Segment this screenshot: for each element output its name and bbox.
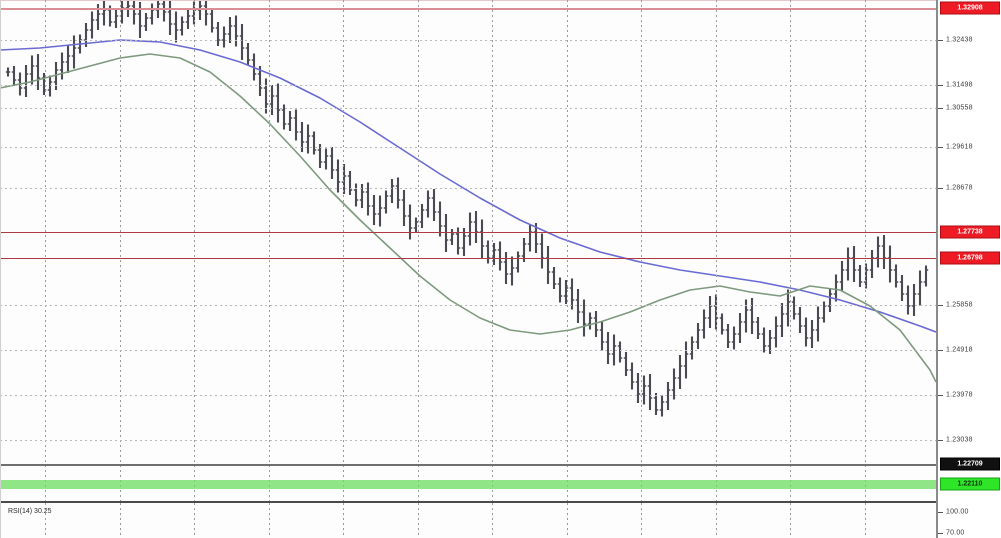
moving-average-slow — [0, 39, 936, 333]
vertical-gridline — [45, 503, 46, 538]
vertical-gridline — [492, 0, 493, 502]
price-chart-panel[interactable] — [0, 0, 936, 502]
axis-tick — [938, 108, 943, 109]
axis-tick — [938, 512, 943, 513]
price-badge-black[interactable]: 1.22709 — [940, 457, 1000, 471]
left-border — [0, 0, 1, 538]
bid-highlight-line — [0, 480, 936, 489]
horizontal-gridline — [0, 85, 936, 86]
price-axis-label: 1.25858 — [946, 301, 973, 309]
horizontal-gridline — [0, 305, 936, 306]
horizontal-gridline — [0, 108, 936, 109]
axis-tick — [938, 305, 943, 306]
price-badge-red[interactable]: 1.26798 — [940, 251, 1000, 265]
panel-divider — [0, 501, 936, 503]
current-price-line — [0, 464, 936, 466]
price-series-svg — [0, 0, 936, 417]
vertical-gridline — [343, 503, 344, 538]
vertical-gridline — [716, 0, 717, 502]
rsi-legend-label: RSI(14) 30.25 — [8, 508, 52, 515]
vertical-gridline — [194, 503, 195, 538]
axis-tick — [938, 40, 943, 41]
price-badge-green[interactable]: 1.22110 — [940, 477, 1000, 491]
horizontal-gridline — [0, 147, 936, 148]
rsi-axis-label: 100.00 — [946, 508, 969, 516]
horizontal-gridline — [0, 188, 936, 189]
price-badge-red[interactable]: 1.27738 — [940, 225, 1000, 239]
vertical-gridline — [567, 0, 568, 502]
price-axis-label: 1.31498 — [946, 81, 973, 89]
vertical-gridline — [418, 503, 419, 538]
moving-average-fast — [0, 53, 936, 383]
price-axis-label: 1.23038 — [946, 436, 973, 444]
top-border — [0, 0, 936, 1]
horizontal-gridline — [0, 395, 936, 396]
vertical-gridline — [865, 503, 866, 538]
axis-tick — [938, 85, 943, 86]
vertical-gridline — [269, 0, 270, 502]
resistance-mid — [0, 232, 936, 233]
vertical-gridline — [567, 503, 568, 538]
axis-tick — [938, 350, 943, 351]
horizontal-gridline — [0, 440, 936, 441]
vertical-gridline — [790, 0, 791, 502]
price-badge-red[interactable]: 1.32908 — [940, 1, 1000, 15]
price-axis-label: 1.32438 — [946, 36, 973, 44]
vertical-gridline — [492, 503, 493, 538]
vertical-gridline — [716, 503, 717, 538]
axis-tick — [938, 188, 943, 189]
horizontal-gridline — [0, 350, 936, 351]
vertical-gridline — [641, 503, 642, 538]
vertical-gridline — [269, 503, 270, 538]
price-axis-label: 1.30558 — [946, 104, 973, 112]
price-bars — [5, 0, 929, 417]
horizontal-gridline — [0, 40, 936, 41]
vertical-gridline — [418, 0, 419, 502]
axis-tick — [938, 395, 943, 396]
price-axis[interactable]: 1.32438 1.31498 1.30558 1.29618 1.28678 1.258… — [936, 0, 1001, 538]
resistance-lower — [0, 258, 936, 259]
axis-tick — [938, 147, 943, 148]
price-axis-label: 1.23978 — [946, 391, 973, 399]
rsi-indicator-panel[interactable] — [0, 503, 936, 538]
vertical-gridline — [120, 0, 121, 502]
vertical-gridline — [45, 0, 46, 502]
vertical-gridline — [790, 503, 791, 538]
price-axis-label: 1.28678 — [946, 184, 973, 192]
vertical-gridline — [194, 0, 195, 502]
axis-rule — [936, 0, 938, 538]
vertical-gridline — [120, 503, 121, 538]
resistance-upper — [0, 8, 936, 10]
axis-tick — [938, 533, 943, 534]
rsi-axis-label: 70.00 — [946, 529, 965, 537]
price-axis-label: 1.29618 — [946, 143, 973, 151]
vertical-gridline — [343, 0, 344, 502]
axis-tick — [938, 440, 943, 441]
price-axis-label: 1.24918 — [946, 346, 973, 354]
vertical-gridline — [865, 0, 866, 502]
vertical-gridline — [641, 0, 642, 502]
